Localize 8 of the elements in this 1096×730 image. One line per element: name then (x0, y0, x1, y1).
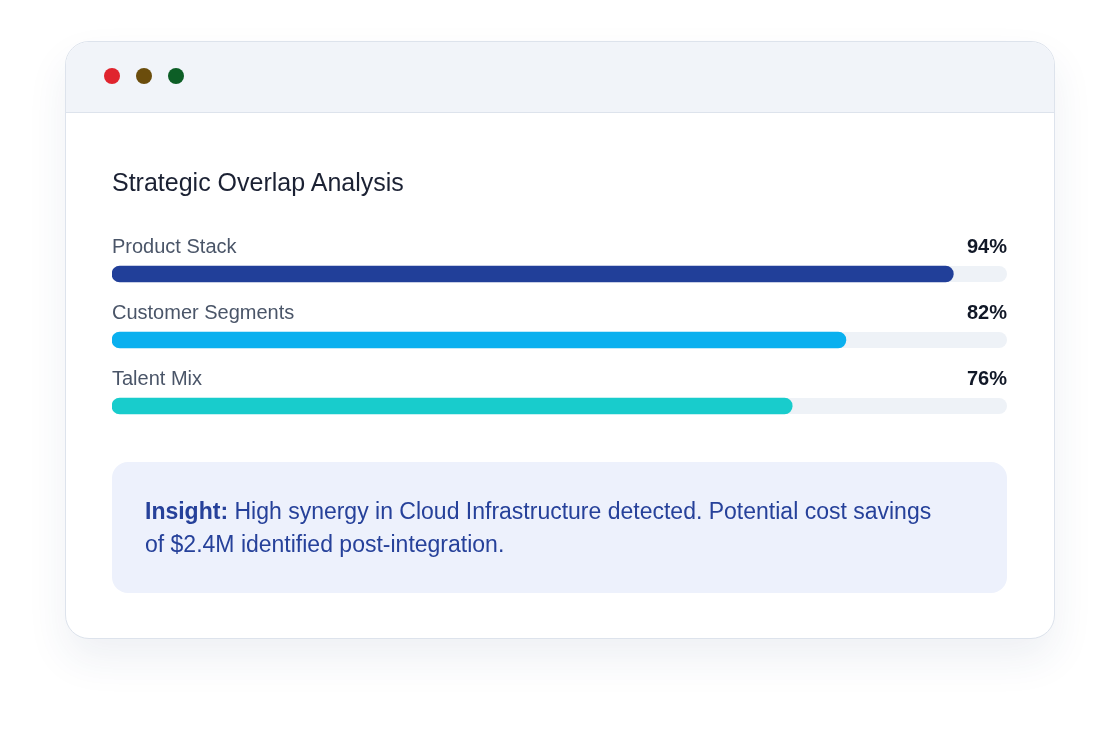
y-tick-label: Talent Mix (112, 367, 203, 389)
data-label: 94% (966, 235, 1008, 257)
text: Insight: High synergy in Cloud Infrastructure detected. Potential cost savings of $2.4M identified post-integration. (145, 498, 932, 557)
data-label: 82% (966, 301, 1008, 323)
chart-title: Strategic Overlap Analysis (112, 168, 404, 197)
y-tick-label: Product Stack (112, 235, 238, 257)
data-label: 76% (966, 367, 1008, 389)
y-tick-label: Customer Segments (112, 301, 295, 323)
